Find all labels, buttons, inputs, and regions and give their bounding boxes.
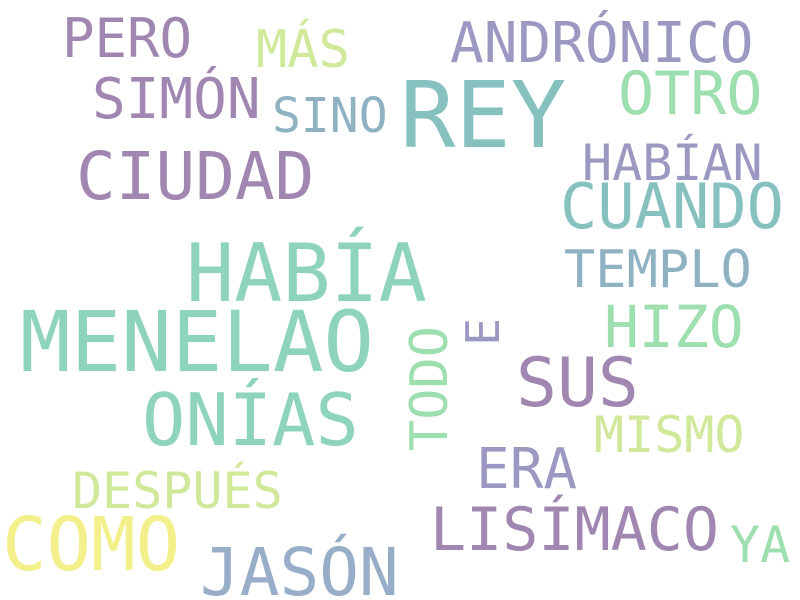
- word-mas: MÁS: [256, 20, 350, 80]
- word-habian: HABÍAN: [582, 134, 763, 192]
- word-sino: SINO: [272, 88, 388, 144]
- word-lisimaco: LISÍMACO: [430, 495, 719, 565]
- word-era: ERA: [476, 437, 578, 502]
- word-otro: OTRO: [618, 59, 763, 129]
- word-jason: JASÓN: [200, 534, 399, 600]
- word-mismo: MISMO: [594, 406, 745, 464]
- word-sus: SUS: [516, 344, 639, 423]
- word-hizo: HIZO: [604, 293, 744, 361]
- word-templo: TEMPLO: [564, 240, 752, 300]
- word-ciudad: CIUDAD: [76, 138, 315, 215]
- word-menelao: MENELAO: [20, 293, 375, 391]
- word-como: COMO: [2, 502, 181, 588]
- word-ya: YA: [730, 516, 791, 574]
- word-pero: PERO: [62, 7, 193, 70]
- word-rey: REY: [400, 62, 567, 169]
- word-cuando: CUANDO: [560, 170, 784, 243]
- word-simon: SIMÓN: [92, 67, 261, 132]
- word-andronico: ANDRÓNICO: [450, 11, 754, 76]
- word-e: E: [456, 318, 510, 346]
- word-despues: DESPUÉS: [72, 462, 283, 520]
- word-todo: TODO: [400, 326, 460, 452]
- word-habia: HABÍA: [186, 227, 427, 320]
- word-onias: ONÍAS: [142, 378, 359, 462]
